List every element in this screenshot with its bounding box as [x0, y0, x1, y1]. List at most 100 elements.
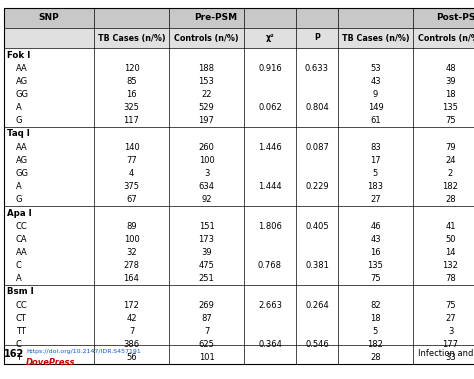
Text: TB Cases (n/%): TB Cases (n/%) [98, 33, 165, 42]
Text: 2.663: 2.663 [258, 301, 282, 310]
Text: AA: AA [16, 143, 28, 152]
Text: 79: 79 [445, 143, 456, 152]
Bar [4, 8, 474, 28]
Text: 5: 5 [373, 327, 378, 336]
Text: 0.405: 0.405 [305, 222, 329, 231]
Text: 135: 135 [443, 103, 458, 112]
Text: 48: 48 [445, 64, 456, 73]
Text: 43: 43 [370, 77, 381, 86]
Text: 78: 78 [445, 274, 456, 283]
Text: AA: AA [16, 248, 28, 257]
Text: 0.768: 0.768 [258, 261, 282, 270]
Text: 325: 325 [124, 103, 139, 112]
Text: 1.444: 1.444 [258, 182, 282, 191]
Text: https://doi.org/10.2147/IDR.S457191: https://doi.org/10.2147/IDR.S457191 [26, 349, 141, 354]
Text: C: C [16, 340, 22, 349]
Bar [4, 28, 474, 48]
Text: 260: 260 [199, 143, 214, 152]
Text: 92: 92 [201, 195, 212, 204]
Text: Pre-PSM: Pre-PSM [194, 14, 237, 22]
Text: 475: 475 [199, 261, 214, 270]
Text: 33: 33 [445, 353, 456, 362]
Text: TB Cases (n/%): TB Cases (n/%) [342, 33, 410, 42]
Text: 251: 251 [199, 274, 214, 283]
Text: 50: 50 [445, 235, 456, 244]
Text: 0.381: 0.381 [305, 261, 329, 270]
Text: 269: 269 [199, 301, 214, 310]
Text: 153: 153 [199, 77, 214, 86]
Text: 0.229: 0.229 [305, 182, 329, 191]
Text: 0.364: 0.364 [258, 340, 282, 349]
Text: 87: 87 [201, 314, 212, 323]
Text: Post-PSM: Post-PSM [436, 14, 474, 22]
Text: 89: 89 [126, 222, 137, 231]
Text: 41: 41 [445, 222, 456, 231]
Text: 3: 3 [204, 169, 209, 178]
Text: 22: 22 [201, 90, 212, 99]
Text: AG: AG [16, 156, 28, 165]
Text: A: A [16, 103, 22, 112]
Text: 67: 67 [126, 195, 137, 204]
Text: T: T [16, 353, 21, 362]
Text: 18: 18 [370, 314, 381, 323]
Text: SNP: SNP [38, 14, 59, 22]
Text: CA: CA [16, 235, 27, 244]
Text: 39: 39 [445, 77, 456, 86]
Text: 151: 151 [199, 222, 214, 231]
Text: 149: 149 [368, 103, 383, 112]
Text: 5: 5 [373, 169, 378, 178]
Text: 117: 117 [124, 116, 139, 125]
Text: 0.804: 0.804 [305, 103, 329, 112]
Text: 625: 625 [199, 340, 214, 349]
Text: 42: 42 [126, 314, 137, 323]
Text: 27: 27 [445, 314, 456, 323]
Text: 43: 43 [370, 235, 381, 244]
Text: 3: 3 [448, 327, 453, 336]
Text: Apa I: Apa I [7, 208, 32, 218]
Text: 177: 177 [443, 340, 458, 349]
Text: 162: 162 [4, 349, 24, 359]
Text: 164: 164 [124, 274, 139, 283]
Text: 1.446: 1.446 [258, 143, 282, 152]
Text: 0.546: 0.546 [305, 340, 329, 349]
Text: 16: 16 [126, 90, 137, 99]
Text: 75: 75 [445, 116, 456, 125]
Text: 2: 2 [448, 169, 453, 178]
Text: 182: 182 [367, 340, 383, 349]
Text: 9: 9 [373, 90, 378, 99]
Text: 0.633: 0.633 [305, 64, 329, 73]
Text: 18: 18 [445, 90, 456, 99]
Text: DovePress: DovePress [26, 358, 75, 367]
Text: 140: 140 [124, 143, 139, 152]
Text: 183: 183 [367, 182, 383, 191]
Text: 75: 75 [445, 301, 456, 310]
Text: Infection and Drug Resistance 2023:16: Infection and Drug Resistance 2023:16 [418, 349, 474, 358]
Text: 0.062: 0.062 [258, 103, 282, 112]
Text: CT: CT [16, 314, 27, 323]
Text: A: A [16, 274, 22, 283]
Text: 39: 39 [201, 248, 212, 257]
Text: 27: 27 [370, 195, 381, 204]
Text: A: A [16, 182, 22, 191]
Text: 173: 173 [199, 235, 215, 244]
Text: 24: 24 [445, 156, 456, 165]
Text: GG: GG [16, 90, 29, 99]
Text: 16: 16 [370, 248, 381, 257]
Text: CC: CC [16, 301, 28, 310]
Text: Bsm I: Bsm I [7, 288, 34, 296]
Text: 120: 120 [124, 64, 139, 73]
Text: 100: 100 [124, 235, 139, 244]
Text: χ²: χ² [265, 33, 274, 42]
Text: 135: 135 [367, 261, 383, 270]
Text: Controls (n/%): Controls (n/%) [174, 33, 239, 42]
Text: 61: 61 [370, 116, 381, 125]
Text: 0.087: 0.087 [305, 143, 329, 152]
Text: 85: 85 [126, 77, 137, 86]
Text: 197: 197 [199, 116, 214, 125]
Text: AG: AG [16, 77, 28, 86]
Text: 634: 634 [199, 182, 215, 191]
Text: 83: 83 [370, 143, 381, 152]
Text: P: P [314, 33, 320, 42]
Text: TT: TT [16, 327, 26, 336]
Text: 101: 101 [199, 353, 214, 362]
